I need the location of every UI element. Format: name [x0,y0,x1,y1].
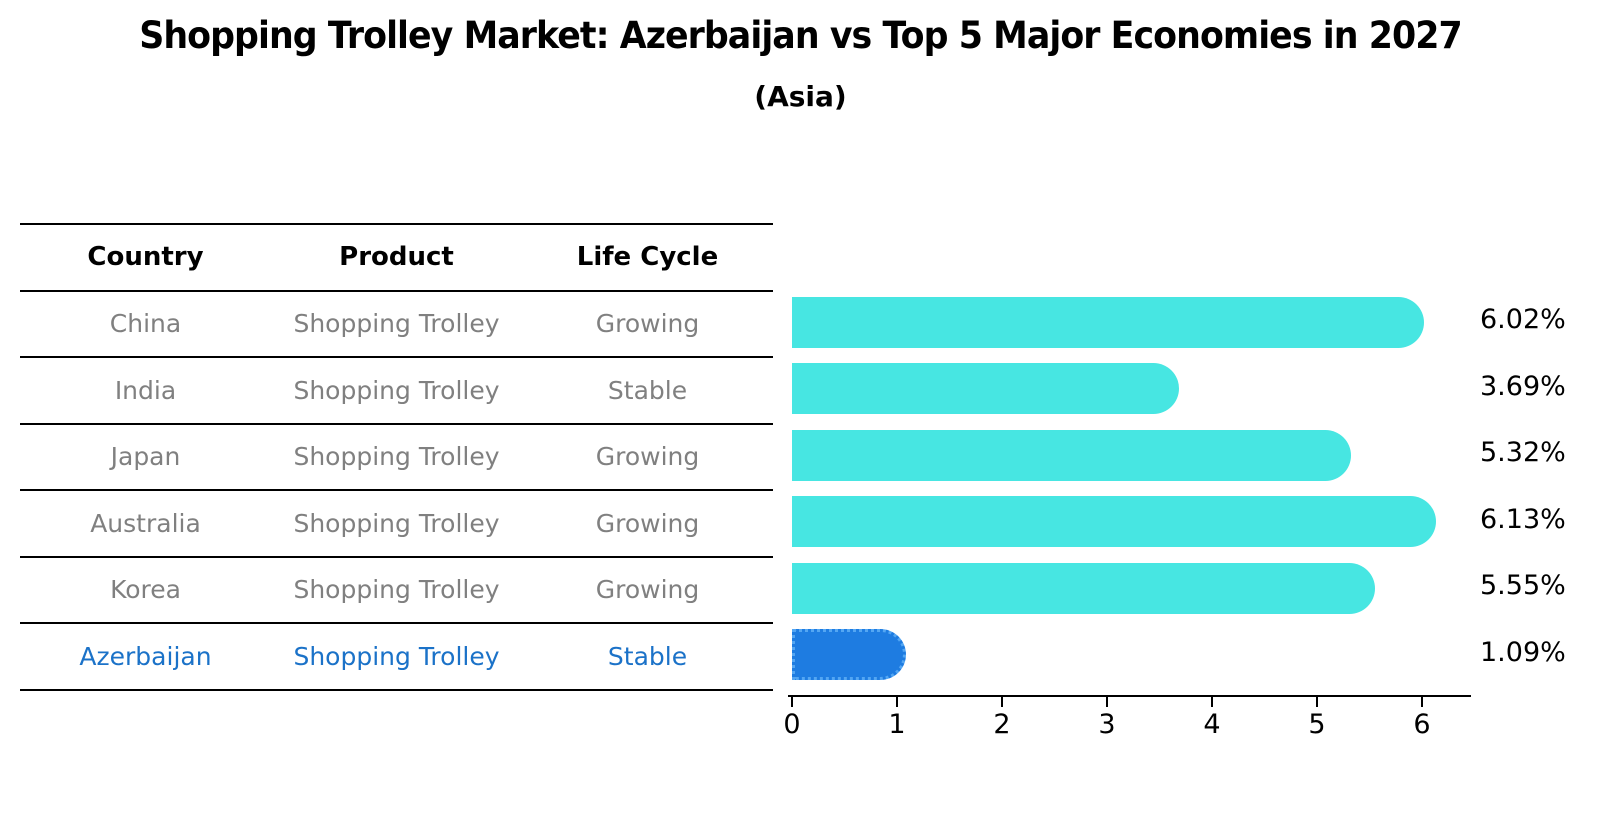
table-cell-country: India [114,375,177,405]
table-row: India Shopping Trolley Stable [20,356,773,423]
bar-japan [792,429,1351,481]
x-axis-tick [1421,697,1423,707]
chart-subtitle: (Asia) [754,80,847,113]
table-cell-country: Japan [110,442,181,472]
bar-value-label: 3.69% [1480,370,1566,402]
table-cell-country: Azerbaijan [79,641,212,671]
x-axis-tick-label: 2 [993,709,1011,740]
table-cell-life-cycle: Growing [595,508,700,538]
bar-value-label: 6.02% [1480,304,1566,336]
bar-value-label: 6.13% [1480,503,1566,535]
table-cell-country: China [109,309,182,339]
table-cell-life-cycle: Stable [607,375,688,405]
table-cell-life-cycle: Growing [595,575,700,605]
table-row: Korea Shopping Trolley Growing [20,555,773,623]
x-axis-tick-label: 3 [1098,709,1116,740]
bar-australia [792,496,1436,548]
x-axis-tick-label: 6 [1413,709,1431,740]
table-cell-country: Korea [110,575,181,605]
x-axis-tick-label: 1 [888,709,906,740]
column-header-life-cycle: Life Cycle [576,242,719,273]
table-cell-product: Shopping Trolley [293,508,500,538]
table-cell-life-cycle: Stable [607,641,688,671]
x-axis-tick [1106,697,1108,707]
bar-india [792,363,1180,415]
column-header-country: Country [87,242,204,273]
chart-title: Shopping Trolley Market: Azerbaijan vs T… [139,14,1463,57]
bar-china [792,296,1425,348]
table-cell-life-cycle: Growing [595,442,700,472]
x-axis-tick [1316,697,1318,707]
x-axis-tick-label: 4 [1203,709,1221,740]
table-cell-product: Shopping Trolley [293,309,500,339]
x-axis-tick-label: 5 [1308,709,1326,740]
x-axis-line [788,695,1471,697]
bar-korea [792,562,1375,614]
table-cell-country: Australia [90,508,201,538]
bar-azerbaijan [792,629,907,681]
table-row: Australia Shopping Trolley Growing [20,489,773,556]
x-axis-tick [1001,697,1003,707]
x-axis-tick [791,697,793,707]
column-header-product: Product [339,242,454,273]
table-cell-product: Shopping Trolley [293,575,500,605]
table-cell-product: Shopping Trolley [293,375,500,405]
table-cell-life-cycle: Growing [595,309,700,339]
x-axis-tick [1211,697,1213,707]
country-table: Country Product Life Cycle China Shopping… [20,223,773,691]
x-axis-tick [896,697,898,707]
table-row: Azerbaijan Shopping Trolley Stable [20,622,773,691]
table-header-row: Country Product Life Cycle [20,223,773,290]
table-row: Japan Shopping Trolley Growing [20,422,773,490]
bar-value-label: 5.55% [1480,570,1566,602]
table-row: China Shopping Trolley Growing [20,289,773,357]
table-cell-product: Shopping Trolley [293,641,500,671]
x-axis-tick-label: 0 [783,709,801,740]
table-cell-product: Shopping Trolley [293,442,500,472]
bar-value-label: 5.32% [1480,437,1566,469]
bar-value-label: 1.09% [1480,636,1566,668]
